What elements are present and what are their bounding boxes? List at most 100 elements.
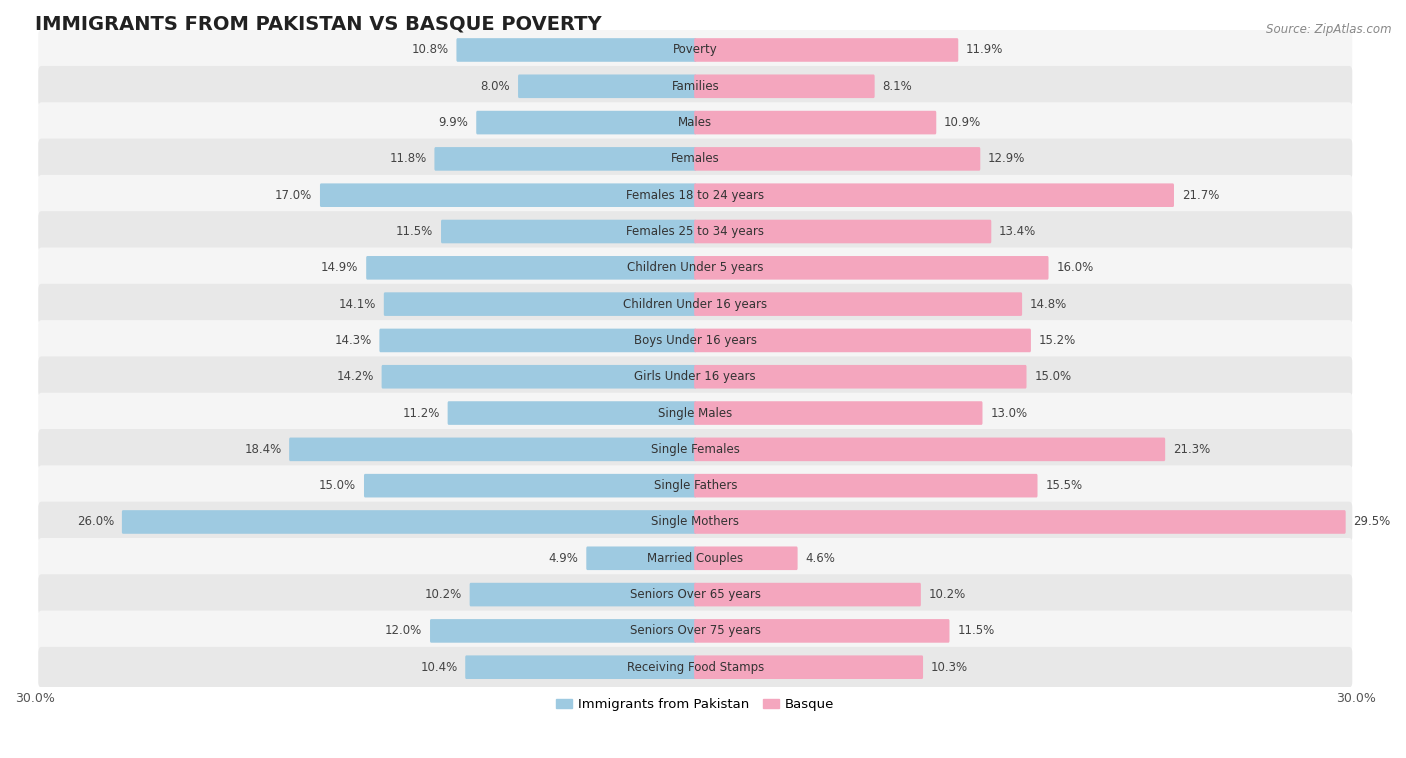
Text: Married Couples: Married Couples [647, 552, 744, 565]
Text: Girls Under 16 years: Girls Under 16 years [634, 370, 756, 384]
FancyBboxPatch shape [695, 401, 983, 424]
Text: 4.6%: 4.6% [806, 552, 835, 565]
FancyBboxPatch shape [586, 547, 696, 570]
Text: 13.0%: 13.0% [990, 406, 1028, 419]
Legend: Immigrants from Pakistan, Basque: Immigrants from Pakistan, Basque [551, 693, 839, 717]
Text: 14.1%: 14.1% [339, 298, 375, 311]
FancyBboxPatch shape [38, 356, 1353, 397]
FancyBboxPatch shape [695, 547, 797, 570]
FancyBboxPatch shape [695, 293, 1022, 316]
FancyBboxPatch shape [38, 139, 1353, 179]
FancyBboxPatch shape [441, 220, 696, 243]
FancyBboxPatch shape [465, 656, 696, 679]
Text: 9.9%: 9.9% [439, 116, 468, 129]
Text: 8.0%: 8.0% [481, 80, 510, 92]
Text: 10.4%: 10.4% [420, 661, 457, 674]
Text: Males: Males [678, 116, 713, 129]
Text: Single Fathers: Single Fathers [654, 479, 737, 492]
FancyBboxPatch shape [477, 111, 696, 134]
FancyBboxPatch shape [38, 610, 1353, 651]
Text: 14.9%: 14.9% [321, 262, 359, 274]
FancyBboxPatch shape [695, 510, 1346, 534]
FancyBboxPatch shape [38, 502, 1353, 542]
FancyBboxPatch shape [38, 429, 1353, 470]
FancyBboxPatch shape [695, 329, 1031, 352]
FancyBboxPatch shape [447, 401, 696, 424]
FancyBboxPatch shape [38, 175, 1353, 215]
Text: 29.5%: 29.5% [1354, 515, 1391, 528]
Text: 13.4%: 13.4% [1000, 225, 1036, 238]
FancyBboxPatch shape [695, 183, 1174, 207]
FancyBboxPatch shape [695, 147, 980, 171]
FancyBboxPatch shape [695, 656, 924, 679]
Text: 11.5%: 11.5% [957, 625, 994, 637]
Text: Receiving Food Stamps: Receiving Food Stamps [627, 661, 763, 674]
Text: IMMIGRANTS FROM PAKISTAN VS BASQUE POVERTY: IMMIGRANTS FROM PAKISTAN VS BASQUE POVER… [35, 15, 602, 34]
FancyBboxPatch shape [38, 247, 1353, 288]
FancyBboxPatch shape [470, 583, 696, 606]
FancyBboxPatch shape [38, 538, 1353, 578]
Text: Children Under 16 years: Children Under 16 years [623, 298, 768, 311]
Text: 10.9%: 10.9% [943, 116, 981, 129]
FancyBboxPatch shape [381, 365, 696, 389]
FancyBboxPatch shape [38, 30, 1353, 70]
FancyBboxPatch shape [38, 211, 1353, 252]
FancyBboxPatch shape [38, 283, 1353, 324]
Text: Families: Families [672, 80, 718, 92]
Text: Seniors Over 75 years: Seniors Over 75 years [630, 625, 761, 637]
Text: 14.3%: 14.3% [335, 334, 371, 347]
Text: 21.7%: 21.7% [1181, 189, 1219, 202]
Text: Females: Females [671, 152, 720, 165]
FancyBboxPatch shape [384, 293, 696, 316]
FancyBboxPatch shape [38, 465, 1353, 506]
Text: 10.2%: 10.2% [425, 588, 463, 601]
FancyBboxPatch shape [517, 74, 696, 98]
Text: 12.9%: 12.9% [988, 152, 1025, 165]
Text: 15.0%: 15.0% [1035, 370, 1071, 384]
FancyBboxPatch shape [364, 474, 696, 497]
FancyBboxPatch shape [695, 365, 1026, 389]
Text: Source: ZipAtlas.com: Source: ZipAtlas.com [1267, 23, 1392, 36]
Text: 18.4%: 18.4% [245, 443, 281, 456]
Text: Children Under 5 years: Children Under 5 years [627, 262, 763, 274]
FancyBboxPatch shape [695, 220, 991, 243]
FancyBboxPatch shape [434, 147, 696, 171]
Text: 8.1%: 8.1% [883, 80, 912, 92]
Text: Females 18 to 24 years: Females 18 to 24 years [626, 189, 765, 202]
FancyBboxPatch shape [366, 256, 696, 280]
FancyBboxPatch shape [695, 256, 1049, 280]
Text: 21.3%: 21.3% [1173, 443, 1211, 456]
FancyBboxPatch shape [38, 647, 1353, 688]
Text: 11.9%: 11.9% [966, 43, 1004, 56]
Text: 4.9%: 4.9% [548, 552, 579, 565]
Text: 15.2%: 15.2% [1039, 334, 1076, 347]
FancyBboxPatch shape [38, 66, 1353, 107]
FancyBboxPatch shape [430, 619, 696, 643]
FancyBboxPatch shape [38, 102, 1353, 143]
Text: Poverty: Poverty [673, 43, 717, 56]
Text: 15.5%: 15.5% [1045, 479, 1083, 492]
Text: 11.2%: 11.2% [402, 406, 440, 419]
Text: 10.8%: 10.8% [412, 43, 449, 56]
Text: 16.0%: 16.0% [1056, 262, 1094, 274]
FancyBboxPatch shape [380, 329, 696, 352]
FancyBboxPatch shape [321, 183, 696, 207]
FancyBboxPatch shape [695, 583, 921, 606]
FancyBboxPatch shape [695, 474, 1038, 497]
FancyBboxPatch shape [38, 393, 1353, 434]
FancyBboxPatch shape [290, 437, 696, 461]
FancyBboxPatch shape [695, 111, 936, 134]
Text: 17.0%: 17.0% [276, 189, 312, 202]
Text: 14.2%: 14.2% [336, 370, 374, 384]
Text: 10.3%: 10.3% [931, 661, 967, 674]
Text: Boys Under 16 years: Boys Under 16 years [634, 334, 756, 347]
Text: Single Mothers: Single Mothers [651, 515, 740, 528]
FancyBboxPatch shape [38, 320, 1353, 361]
FancyBboxPatch shape [695, 74, 875, 98]
Text: 10.2%: 10.2% [928, 588, 966, 601]
Text: 12.0%: 12.0% [385, 625, 422, 637]
Text: 15.0%: 15.0% [319, 479, 356, 492]
FancyBboxPatch shape [695, 437, 1166, 461]
FancyBboxPatch shape [38, 575, 1353, 615]
FancyBboxPatch shape [457, 38, 696, 61]
